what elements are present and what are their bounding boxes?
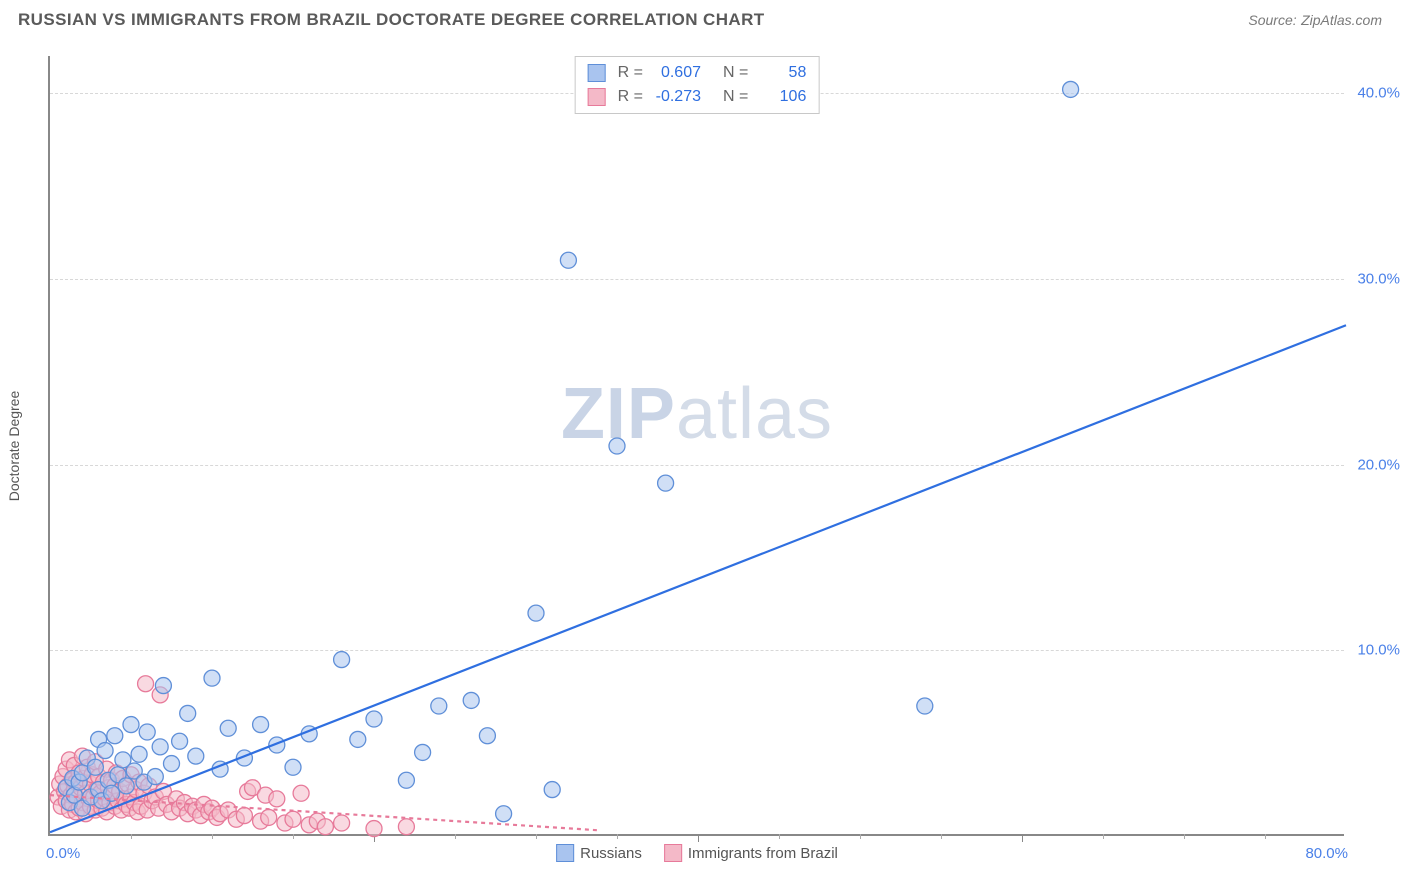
data-point — [415, 744, 431, 760]
data-point — [366, 821, 382, 837]
data-point — [204, 670, 220, 686]
data-point — [285, 811, 301, 827]
swatch-russians-icon — [588, 64, 606, 82]
data-point — [917, 698, 933, 714]
source-name: ZipAtlas.com — [1301, 12, 1382, 28]
data-point — [285, 759, 301, 775]
data-point — [107, 728, 123, 744]
x-tick — [1022, 834, 1023, 842]
data-point — [253, 717, 269, 733]
y-tick-label: 20.0% — [1357, 456, 1400, 473]
data-point — [97, 743, 113, 759]
n-value-brazil: 106 — [754, 85, 806, 109]
legend-item-russians: Russians — [556, 844, 642, 862]
data-point — [528, 605, 544, 621]
r-label: R = — [618, 61, 643, 85]
data-point — [152, 739, 168, 755]
data-point — [188, 748, 204, 764]
n-value-russians: 58 — [754, 61, 806, 85]
chart-area: ZIPatlas 10.0%20.0%30.0%40.0% R = 0.607 … — [48, 56, 1344, 836]
data-point — [180, 705, 196, 721]
y-tick-label: 30.0% — [1357, 270, 1400, 287]
r-value-brazil: -0.273 — [649, 85, 701, 109]
swatch-brazil-icon — [664, 844, 682, 862]
data-point — [236, 808, 252, 824]
data-point — [164, 756, 180, 772]
data-point — [317, 819, 333, 835]
data-point — [431, 698, 447, 714]
data-point — [139, 724, 155, 740]
x-tick — [131, 834, 132, 839]
data-point — [131, 746, 147, 762]
n-label: N = — [723, 61, 748, 85]
data-point — [609, 438, 625, 454]
header: RUSSIAN VS IMMIGRANTS FROM BRAZIL DOCTOR… — [0, 0, 1406, 34]
data-point — [334, 815, 350, 831]
r-value-russians: 0.607 — [649, 61, 701, 85]
legend-label-russians: Russians — [580, 845, 642, 862]
correlation-row-russians: R = 0.607 N = 58 — [588, 61, 807, 85]
x-tick — [779, 834, 780, 839]
x-tick — [1184, 834, 1185, 839]
r-label: R = — [618, 85, 643, 109]
x-tick — [617, 834, 618, 839]
data-point — [155, 678, 171, 694]
data-point — [496, 806, 512, 822]
series-legend: Russians Immigrants from Brazil — [556, 844, 838, 862]
data-point — [269, 791, 285, 807]
data-point — [123, 717, 139, 733]
data-point — [220, 720, 236, 736]
data-point — [463, 692, 479, 708]
data-point — [1063, 81, 1079, 97]
trend-line — [50, 325, 1346, 832]
x-tick-80: 80.0% — [1305, 845, 1348, 862]
x-tick — [455, 834, 456, 839]
x-tick — [293, 834, 294, 839]
legend-item-brazil: Immigrants from Brazil — [664, 844, 838, 862]
x-tick-0: 0.0% — [46, 845, 80, 862]
correlation-legend: R = 0.607 N = 58 R = -0.273 N = 106 — [575, 56, 820, 114]
y-tick-label: 10.0% — [1357, 642, 1400, 659]
y-tick-label: 40.0% — [1357, 85, 1400, 102]
data-point — [560, 252, 576, 268]
data-point — [334, 652, 350, 668]
data-point — [658, 475, 674, 491]
source: Source: ZipAtlas.com — [1248, 12, 1382, 30]
correlation-row-brazil: R = -0.273 N = 106 — [588, 85, 807, 109]
x-tick — [860, 834, 861, 839]
data-point — [172, 733, 188, 749]
chart-title: RUSSIAN VS IMMIGRANTS FROM BRAZIL DOCTOR… — [18, 10, 765, 30]
y-axis-title: Doctorate Degree — [6, 391, 22, 502]
n-label: N = — [723, 85, 748, 109]
data-point — [147, 769, 163, 785]
data-point — [138, 676, 154, 692]
x-tick — [536, 834, 537, 839]
data-point — [398, 819, 414, 835]
data-point — [350, 731, 366, 747]
data-point — [398, 772, 414, 788]
data-point — [87, 759, 103, 775]
data-point — [118, 778, 134, 794]
swatch-brazil-icon — [588, 88, 606, 106]
legend-label-brazil: Immigrants from Brazil — [688, 845, 838, 862]
source-label: Source: — [1248, 12, 1296, 28]
x-tick — [698, 834, 699, 842]
data-point — [544, 782, 560, 798]
swatch-russians-icon — [556, 844, 574, 862]
scatter-plot — [50, 56, 1344, 834]
data-point — [366, 711, 382, 727]
x-tick — [212, 834, 213, 839]
x-tick — [1103, 834, 1104, 839]
x-tick — [941, 834, 942, 839]
x-tick — [1265, 834, 1266, 839]
data-point — [293, 785, 309, 801]
data-point — [261, 809, 277, 825]
data-point — [479, 728, 495, 744]
